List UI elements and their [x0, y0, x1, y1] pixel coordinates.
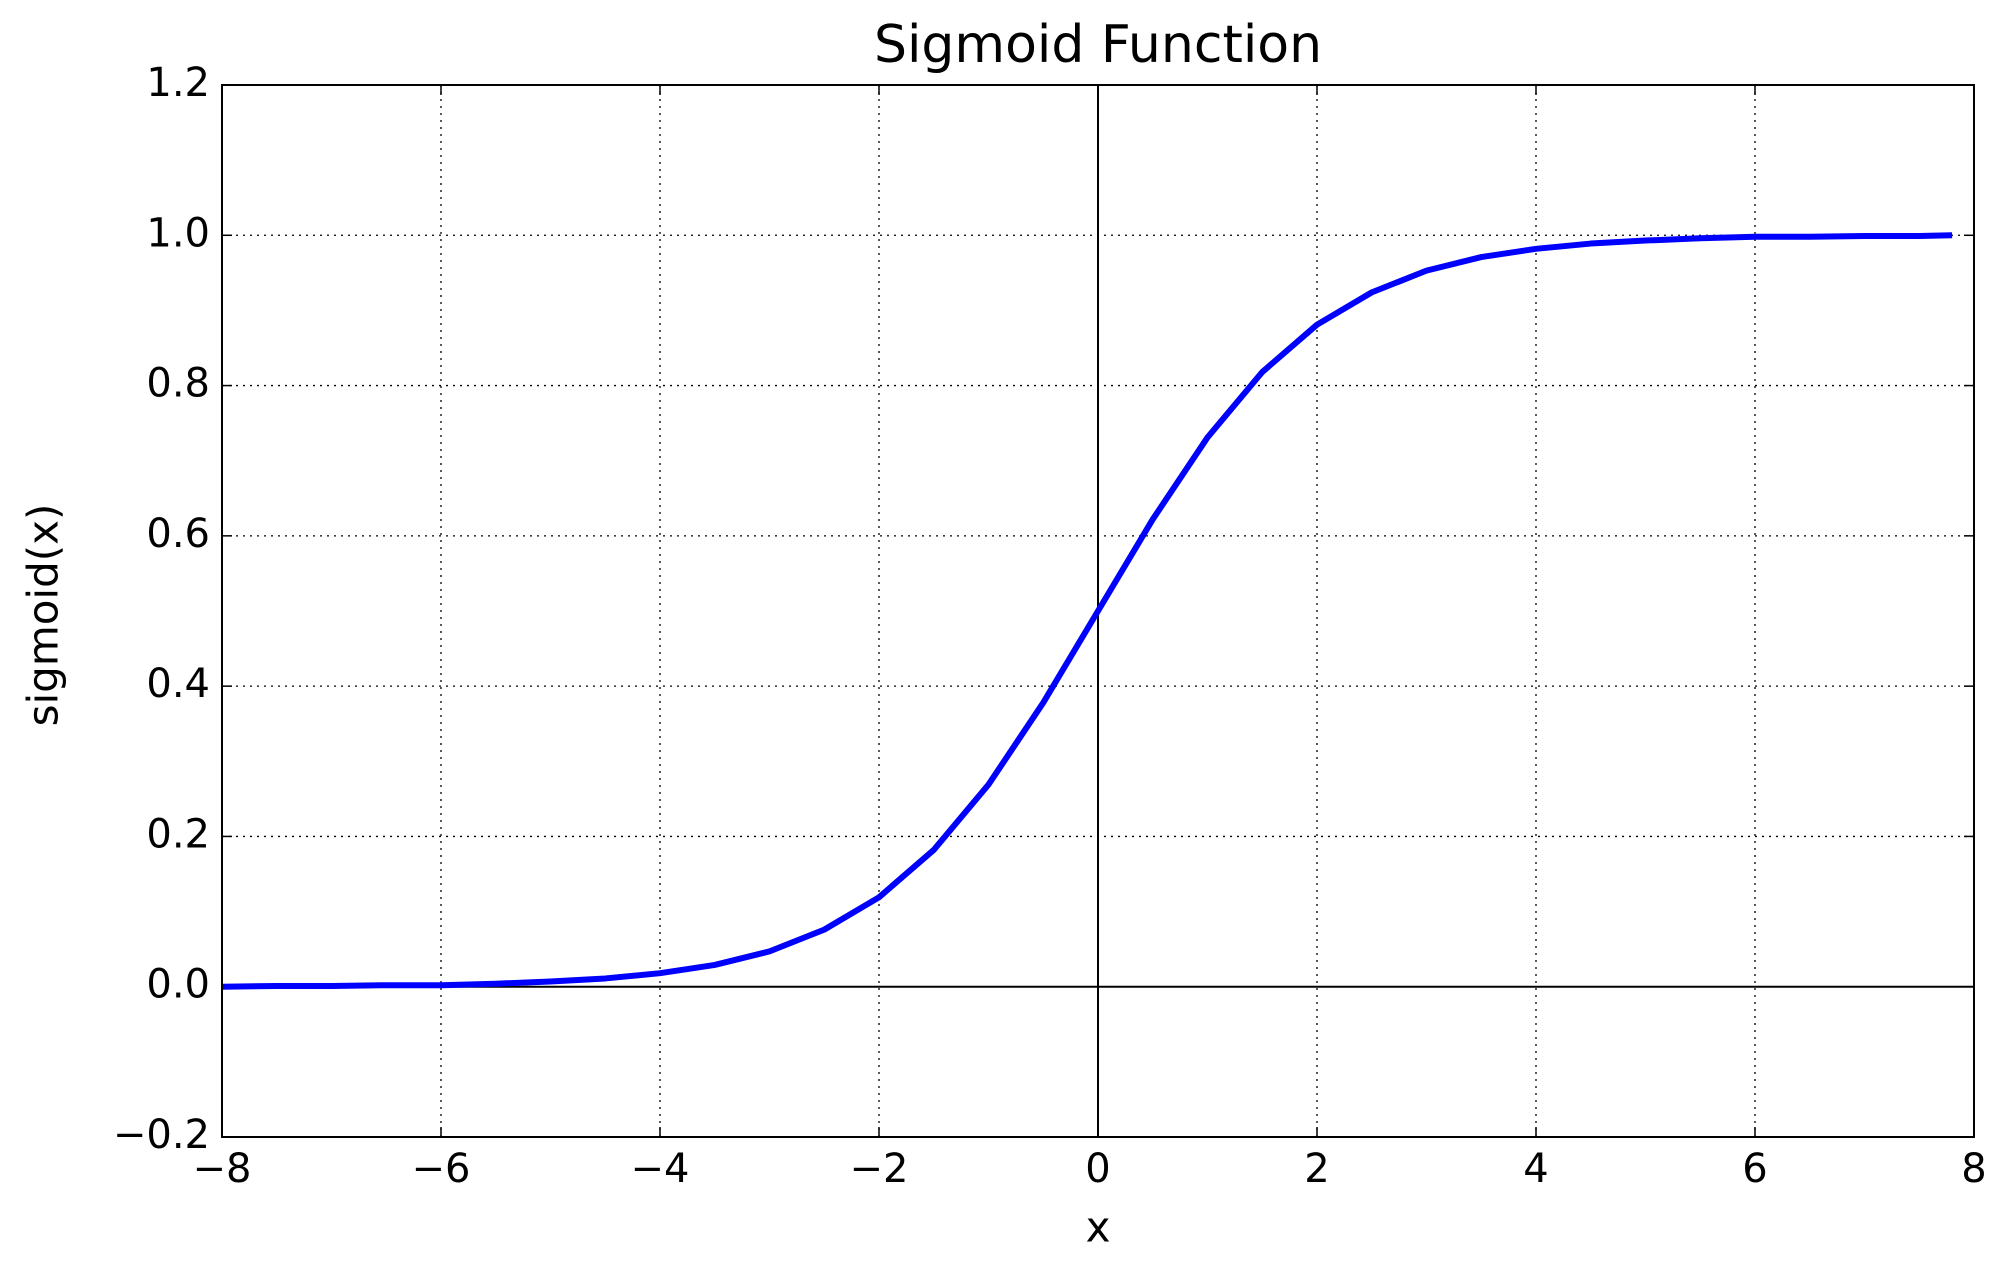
- x-tick-label: 0: [1085, 1146, 1110, 1192]
- y-tick-label: −0.2: [113, 1112, 210, 1158]
- y-tick-label: 0.2: [146, 811, 210, 857]
- x-tick-label: −4: [631, 1146, 690, 1192]
- x-tick-label: 4: [1523, 1146, 1548, 1192]
- x-tick-label: 2: [1304, 1146, 1329, 1192]
- x-tick-label: −8: [193, 1146, 252, 1192]
- y-tick-label: 0.8: [146, 361, 210, 407]
- data-line: [221, 232, 1953, 990]
- x-tick-label: 6: [1742, 1146, 1767, 1192]
- plot-frame: [221, 84, 1975, 1138]
- x-tick-label: −2: [850, 1146, 909, 1192]
- chart-title: Sigmoid Function: [874, 15, 1322, 75]
- x-tick-label: 8: [1961, 1146, 1986, 1192]
- y-tick-label: 0.0: [146, 962, 210, 1008]
- y-axis-label: sigmoid(x): [19, 504, 68, 727]
- y-tick-label: 1.2: [146, 60, 210, 106]
- y-tick-label: 1.0: [146, 210, 210, 256]
- y-tick-label: 0.4: [146, 661, 210, 707]
- x-tick-label: −6: [412, 1146, 471, 1192]
- x-axis-label: x: [1086, 1203, 1111, 1252]
- y-tick-label: 0.6: [146, 511, 210, 557]
